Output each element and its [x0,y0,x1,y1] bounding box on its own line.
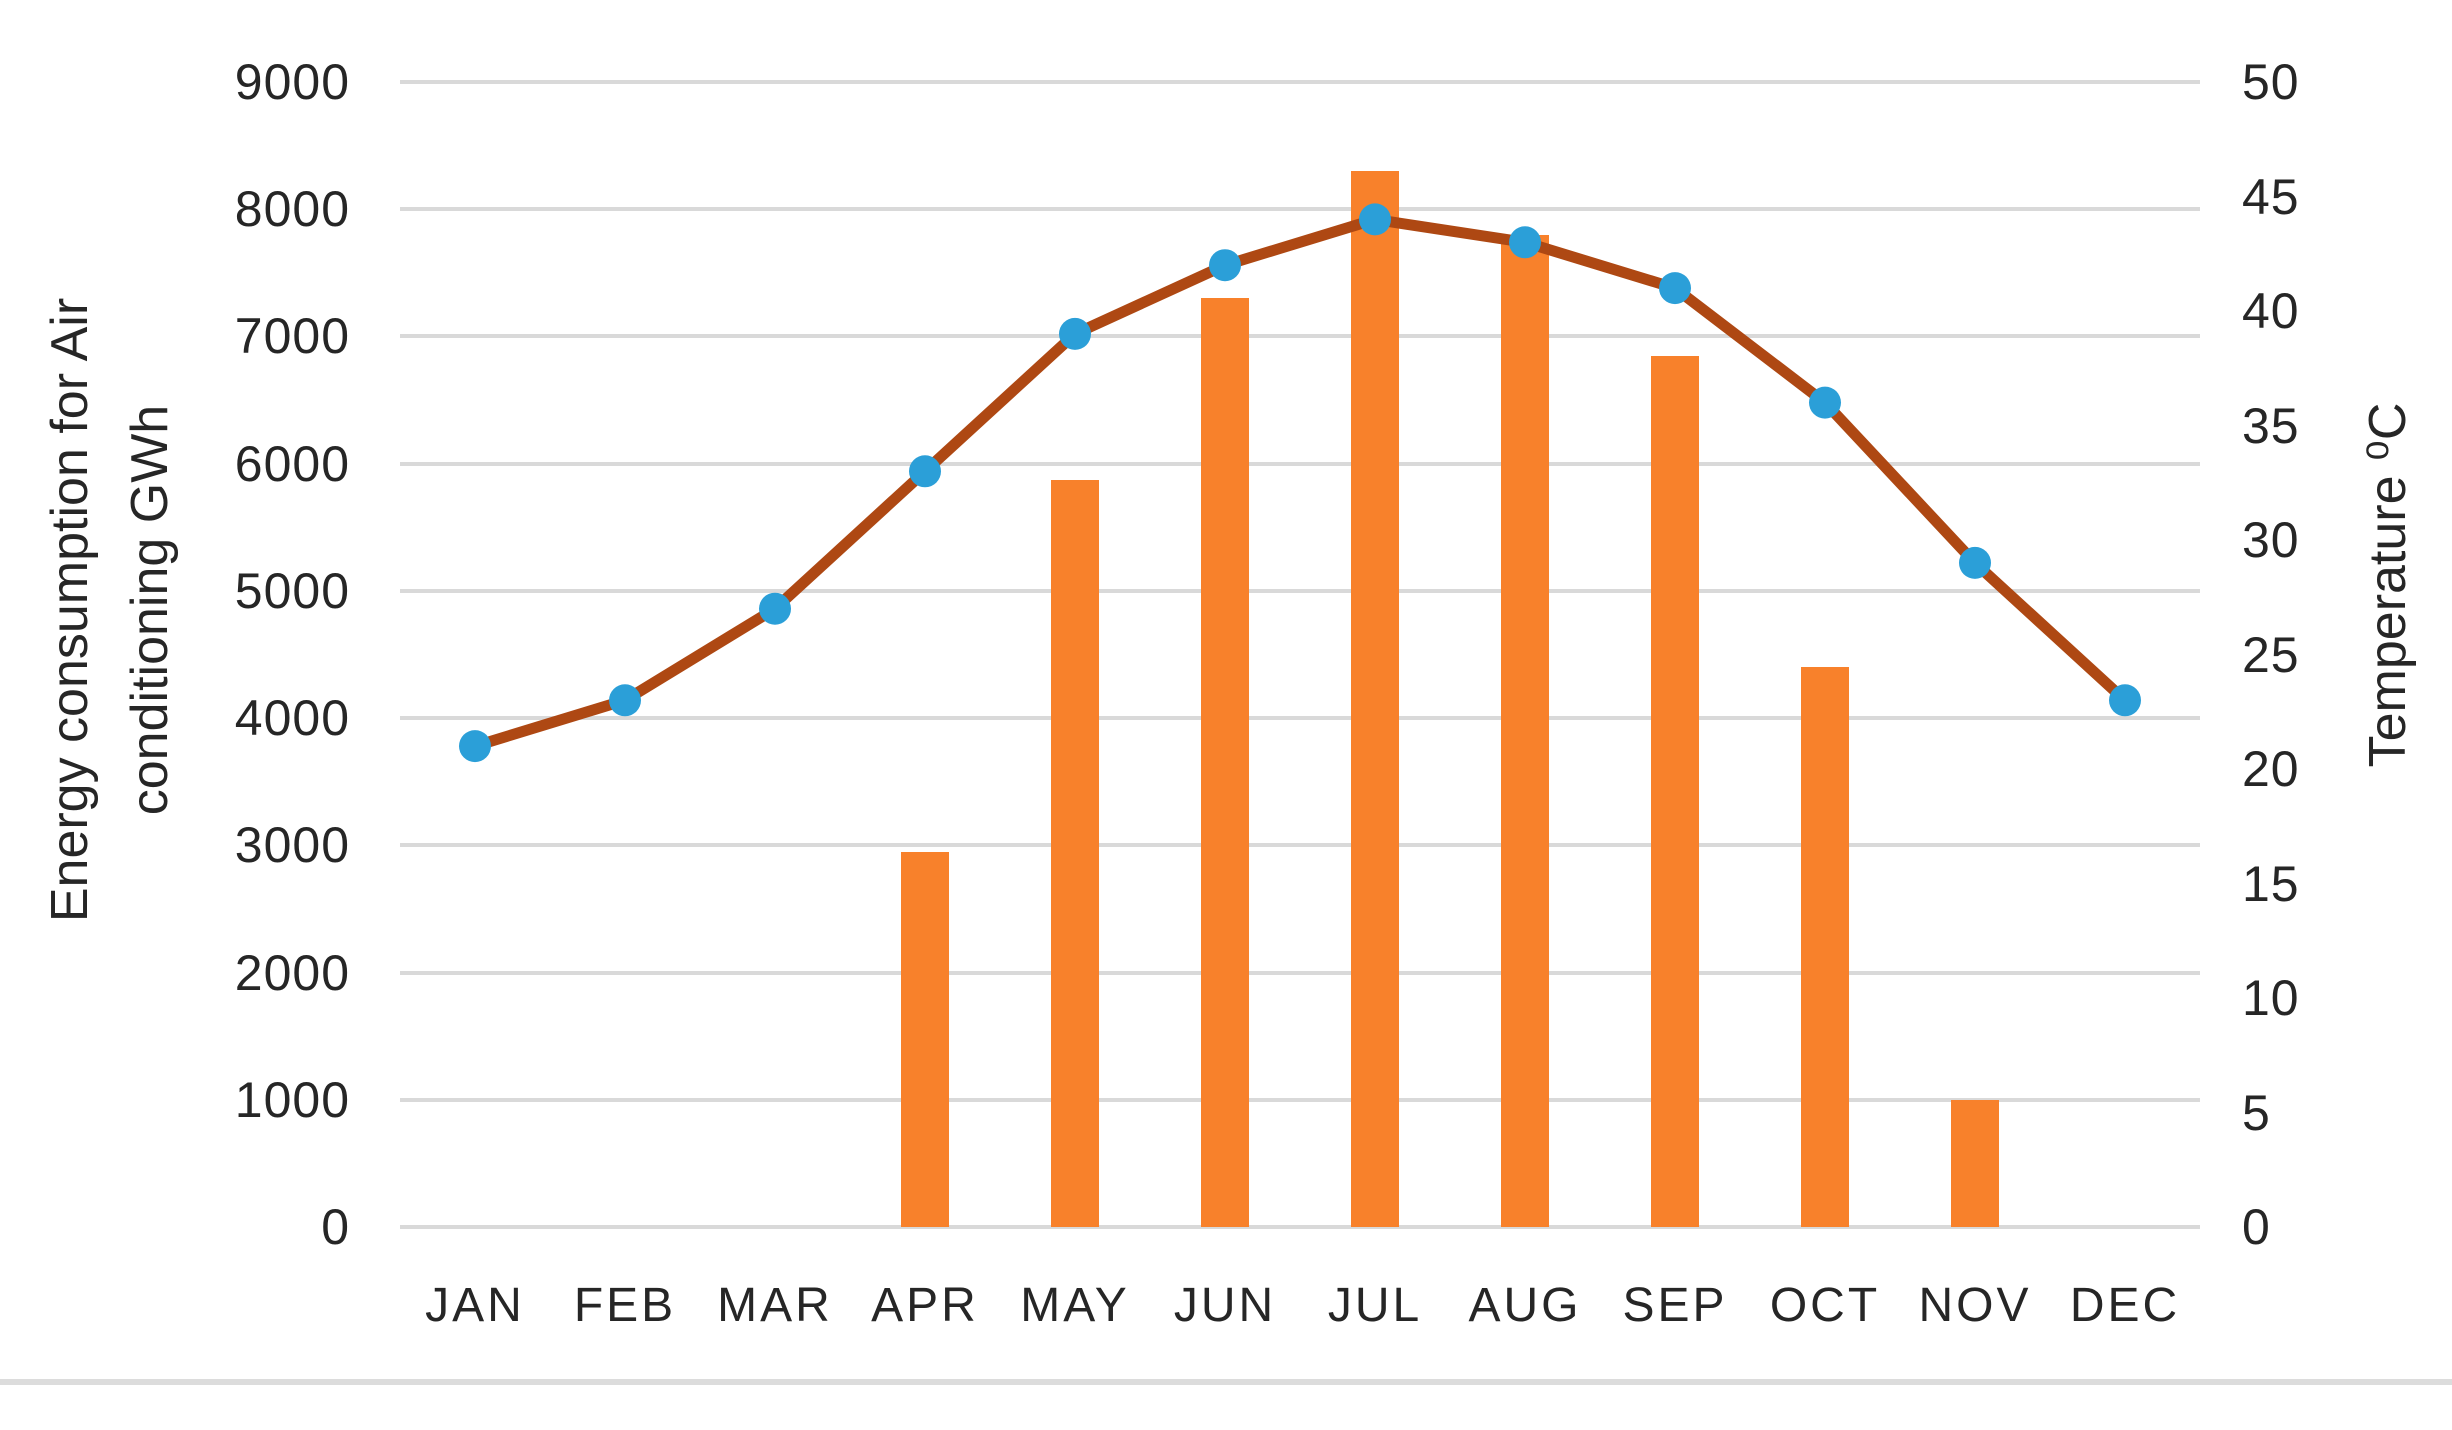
bar-aug [1501,234,1549,1227]
left-axis-tick-9000: 9000 [234,54,350,110]
gridline-7000 [400,334,2200,339]
temperature-marker-feb [609,684,641,717]
x-axis-label-mar: MAR [717,1279,833,1332]
left-axis-tick-8000: 8000 [234,181,350,238]
left-axis-title-line1: Energy consumption for Air [41,297,99,923]
right-axis-tick-10: 10 [2242,970,2300,1026]
gridline-0 [400,1225,2200,1229]
temperature-marker-dec [2109,684,2141,717]
gridline-8000 [400,207,2200,212]
bar-sep [1651,355,1699,1227]
x-axis-label-oct: OCT [1769,1279,1881,1332]
bottom-divider-line [0,1379,2452,1385]
gridline-6000 [400,461,2200,466]
temperature-marker-apr [909,455,941,488]
bar-oct [1801,667,1849,1227]
temperature-marker-sep [1659,272,1691,305]
gridline-3000 [400,843,2200,848]
bar-may [1051,480,1099,1227]
x-axis-label-aug: AUG [1468,1279,1582,1332]
x-axis-label-may: MAY [1020,1279,1130,1332]
temperature-marker-aug [1509,226,1541,259]
right-axis-tick-45: 45 [2242,168,2300,225]
bar-nov [1951,1099,1999,1227]
right-axis-title: Temperature ⁰C [2359,402,2417,768]
right-axis-tick-20: 20 [2242,741,2300,797]
left-axis-tick-1000: 1000 [234,1071,350,1128]
right-axis-tick-50: 50 [2242,54,2300,110]
temperature-marker-jul [1359,203,1391,236]
gridline-1000 [400,1097,2200,1102]
left-axis-tick-4000: 4000 [234,690,350,747]
right-axis-tick-15: 15 [2242,855,2300,912]
temperature-line [469,213,2131,752]
left-axis-tick-6000: 6000 [234,435,350,492]
x-axis-label-dec: DEC [2069,1279,2181,1332]
bar-jul [1351,171,1399,1227]
temperature-marker-jan [459,730,491,763]
temperature-marker-mar [759,592,791,625]
right-axis-tick-30: 30 [2242,512,2300,568]
x-axis-label-feb: FEB [573,1279,677,1332]
temperature-marker-nov [1959,546,1991,579]
gridline-9000 [400,80,2200,84]
temperature-marker-jun [1209,249,1241,282]
temperature-marker-oct [1809,386,1841,419]
gridline-2000 [400,970,2200,975]
x-axis-label-jul: JUL [1327,1279,1423,1332]
left-axis-tick-3000: 3000 [234,817,350,874]
left-axis-tick-0: 0 [321,1199,350,1255]
right-axis-tick-25: 25 [2242,626,2300,683]
right-axis-tick-40: 40 [2242,283,2300,339]
right-axis-tick-5: 5 [2242,1084,2271,1141]
bar-apr [901,851,949,1227]
x-axis-label-jan: JAN [425,1279,525,1332]
bar-jun [1201,298,1249,1227]
x-axis-label-sep: SEP [1622,1279,1728,1332]
x-axis-label-jun: JUN [1173,1279,1277,1332]
temperature-marker-may [1059,317,1091,350]
left-axis-tick-2000: 2000 [234,944,350,1001]
gridline-5000 [400,588,2200,593]
left-axis-tick-5000: 5000 [234,562,350,619]
right-axis-tick-35: 35 [2242,397,2300,454]
left-axis-tick-7000: 7000 [234,308,350,365]
x-axis-label-nov: NOV [1918,1279,2032,1332]
right-axis-tick-0: 0 [2242,1199,2271,1255]
x-axis-label-apr: APR [871,1279,979,1332]
gridline-4000 [400,716,2200,721]
